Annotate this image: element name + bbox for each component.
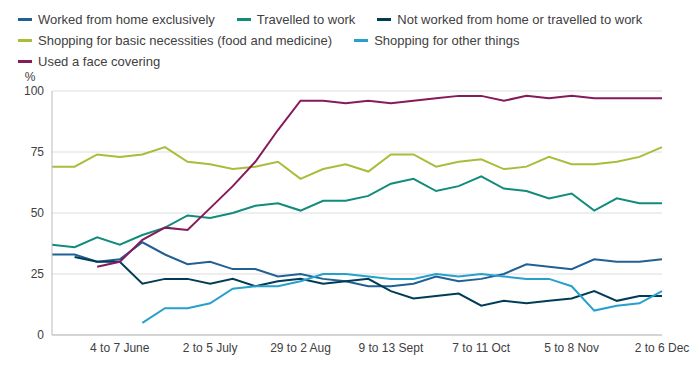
svg-text:9 to 13 Sept: 9 to 13 Sept xyxy=(359,341,424,355)
html-text:Worked from home exclusively: Worked from home exclusively xyxy=(38,12,215,27)
svg-text:4 to 7 June: 4 to 7 June xyxy=(90,341,150,355)
svg-text:%: % xyxy=(25,70,36,84)
html-text:Shopping for basic necessities: Shopping for basic necessities (food and… xyxy=(38,33,333,48)
svg-text:50: 50 xyxy=(31,206,45,220)
html-text:Travelled to work: Travelled to work xyxy=(256,12,356,27)
svg-text:2 to 5 July: 2 to 5 July xyxy=(183,341,238,355)
svg-text:2 to 6 Dec: 2 to 6 Dec xyxy=(635,341,690,355)
svg-text:75: 75 xyxy=(31,145,45,159)
svg-text:0: 0 xyxy=(37,328,44,342)
svg-text:7 to 11 Oct: 7 to 11 Oct xyxy=(452,341,510,355)
html-text:Used a face covering: Used a face covering xyxy=(38,54,161,69)
svg-text:100: 100 xyxy=(24,84,44,98)
svg-text:5 to 8 Nov: 5 to 8 Nov xyxy=(544,341,599,355)
svg-text:25: 25 xyxy=(31,267,45,281)
html-text:Shopping for other things: Shopping for other things xyxy=(374,33,520,48)
html-text:Not worked from home or travel: Not worked from home or travelled to wor… xyxy=(397,12,643,27)
svg-text:29 to 2 Aug: 29 to 2 Aug xyxy=(270,341,331,355)
